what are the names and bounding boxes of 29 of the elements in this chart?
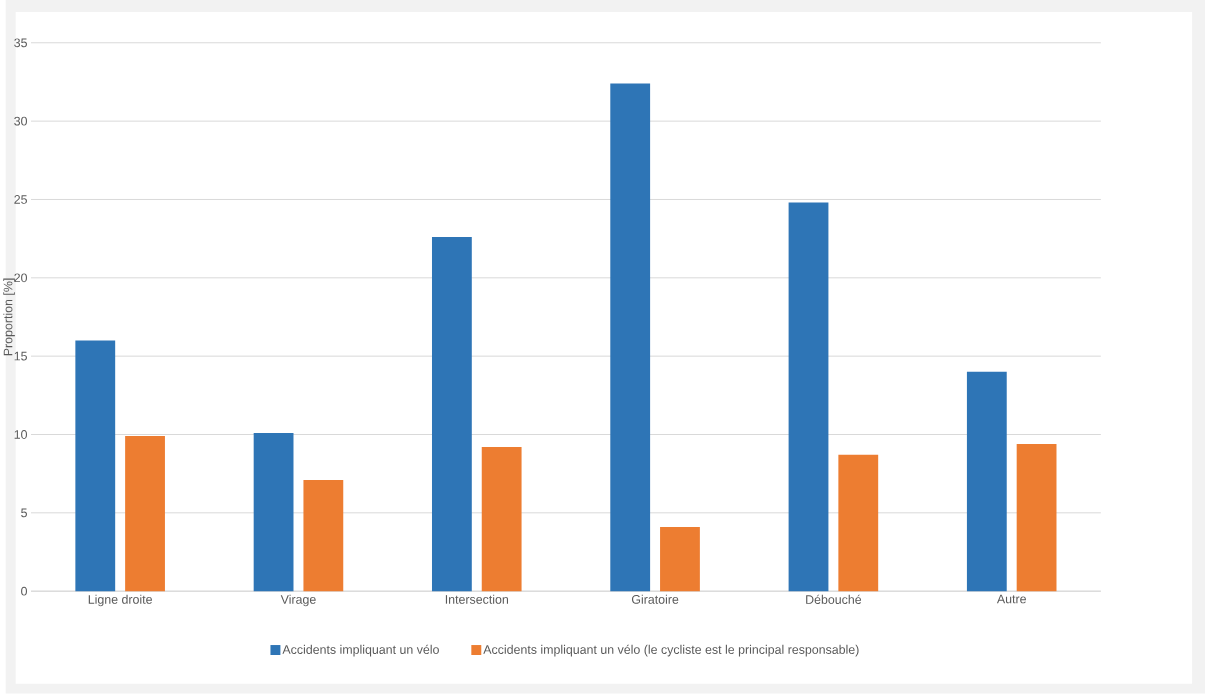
x-tick-label: Intersection [445,594,508,604]
legend-label: Accidents impliquant un vélo (le cycliste est le principal responsable) [483,644,859,657]
bar [838,455,879,592]
bar [481,447,522,592]
y-tick-label: 10 [14,430,28,440]
y-tick-label: 30 [14,116,28,126]
bar [253,433,294,592]
x-tick-label: Virage [280,594,316,607]
y-tick-label: 5 [21,508,27,518]
bar [610,83,651,592]
bar [75,340,116,592]
y-tick-label: 35 [14,38,27,48]
bar [788,202,829,592]
x-tick-label: Débouché [806,594,862,605]
bar [125,436,165,592]
x-tick-label: Giratoire [631,594,679,604]
y-axis-title: Proportion [%] [3,278,15,356]
y-tick-label: 15 [14,351,27,361]
bar [966,371,1007,592]
y-tick-label: 25 [14,195,27,204]
bar [431,237,472,592]
bar [1016,444,1057,592]
bar [303,480,344,592]
x-tick-label: Autre [996,594,1026,604]
legend-label: Accidents impliquant un vélo [282,644,439,657]
y-tick-label: 0 [21,586,28,596]
x-tick-label: Ligne droite [88,594,152,607]
y-tick-label: 20 [14,273,28,283]
bar [660,527,700,592]
